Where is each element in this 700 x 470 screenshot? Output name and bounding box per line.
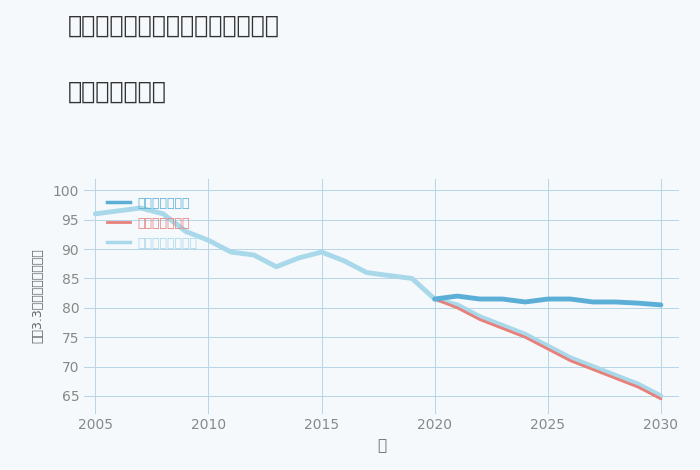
Y-axis label: 坪（3.3㎡）単価（万円）: 坪（3.3㎡）単価（万円）: [32, 249, 44, 344]
Text: 神奈川県相模原市中央区松が丘の: 神奈川県相模原市中央区松が丘の: [68, 14, 279, 38]
Legend: グッドシナリオ, バッドシナリオ, ノーマルシナリオ: グッドシナリオ, バッドシナリオ, ノーマルシナリオ: [102, 192, 202, 255]
Text: 土地の価格推移: 土地の価格推移: [68, 80, 167, 104]
X-axis label: 年: 年: [377, 438, 386, 453]
